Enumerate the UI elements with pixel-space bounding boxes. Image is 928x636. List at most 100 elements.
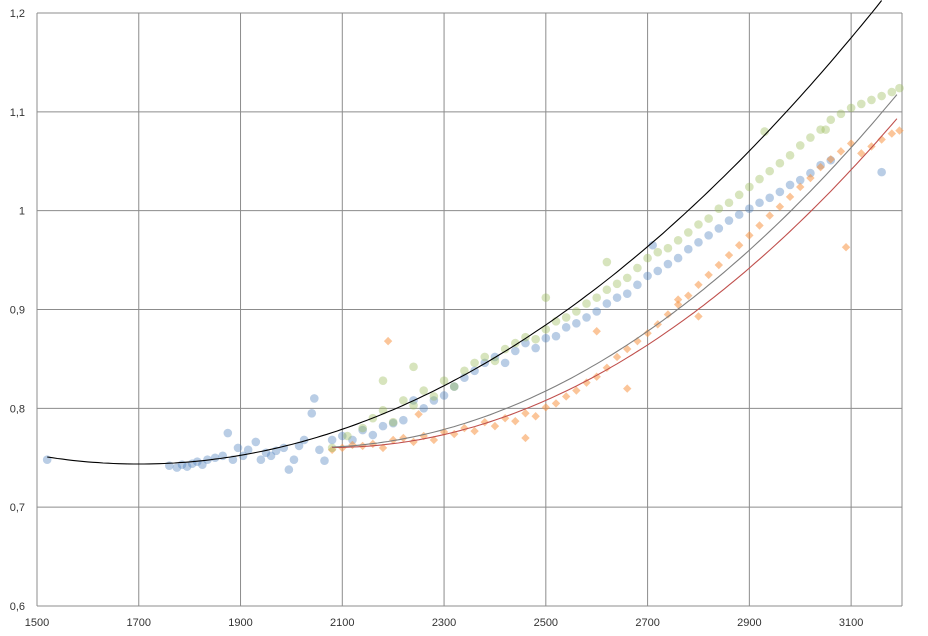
data-point <box>841 243 851 252</box>
data-point <box>399 396 408 405</box>
data-point <box>602 299 612 308</box>
data-point <box>582 378 591 387</box>
data-point <box>256 455 266 465</box>
data-point <box>785 192 795 202</box>
data-point <box>511 416 520 426</box>
data-point <box>182 462 192 471</box>
data-point <box>320 456 329 466</box>
data-point <box>348 435 357 445</box>
data-point <box>714 204 724 213</box>
data-point <box>704 231 713 240</box>
data-point <box>648 240 657 250</box>
data-point <box>795 141 805 150</box>
data-point <box>704 270 713 280</box>
data-point <box>734 210 744 219</box>
data-point <box>490 421 500 431</box>
data-point <box>223 428 233 438</box>
data-point <box>806 168 815 178</box>
data-point <box>612 352 622 362</box>
data-point <box>663 310 673 319</box>
trendline-1 <box>332 118 898 449</box>
data-point <box>279 443 289 453</box>
data-point <box>289 455 299 465</box>
data-point <box>521 433 530 443</box>
data-point <box>210 453 220 463</box>
data-point <box>510 338 520 348</box>
x-tick-label: 2100 <box>330 617 354 629</box>
y-tick-label: 0,9 <box>10 305 25 317</box>
data-point <box>724 250 734 260</box>
data-point <box>633 280 642 290</box>
data-point <box>887 129 897 138</box>
data-point <box>602 257 612 267</box>
data-point <box>378 376 388 385</box>
data-point <box>399 415 408 425</box>
data-point <box>694 237 703 247</box>
data-point <box>877 167 886 177</box>
data-point <box>653 266 663 276</box>
data-point <box>419 386 429 395</box>
data-point <box>343 431 352 441</box>
data-point <box>887 87 897 97</box>
data-point <box>602 363 612 373</box>
data-point <box>846 139 856 148</box>
data-point <box>622 273 632 283</box>
data-point <box>775 187 785 197</box>
data-point <box>745 182 754 192</box>
data-point <box>251 437 261 447</box>
data-point <box>673 236 683 245</box>
data-point <box>470 358 479 368</box>
data-point <box>714 224 724 233</box>
data-point <box>541 333 551 343</box>
x-tick-label: 1700 <box>127 617 151 629</box>
y-tick-label: 1,1 <box>10 107 25 119</box>
data-point <box>337 431 347 441</box>
trendline-layer <box>47 0 898 465</box>
data-point <box>724 216 734 225</box>
data-point <box>233 443 243 453</box>
data-point <box>294 441 304 451</box>
data-point <box>238 451 248 461</box>
data-point <box>192 457 202 467</box>
x-axis-ticks: 1500 1700 1900 2100 2300 2500 2700 2900 3100 <box>25 617 864 629</box>
data-point <box>449 382 459 391</box>
data-point <box>551 331 561 341</box>
data-point <box>895 83 904 93</box>
data-point <box>315 445 324 455</box>
data-point <box>683 228 693 237</box>
data-point <box>765 211 774 220</box>
data-point <box>673 253 683 263</box>
data-point <box>414 410 423 419</box>
data-point <box>857 149 866 158</box>
grid-lines <box>36 12 903 607</box>
data-point <box>734 241 744 250</box>
y-tick-label: 0,7 <box>10 502 25 514</box>
data-point <box>806 133 815 142</box>
data-point <box>806 173 815 183</box>
data-point <box>521 338 530 348</box>
data-point <box>867 142 876 151</box>
data-point <box>42 455 52 465</box>
data-point <box>622 289 632 298</box>
data-point <box>500 344 510 354</box>
data-point <box>531 334 540 344</box>
data-point <box>673 300 683 309</box>
data-point <box>895 126 904 135</box>
data-point <box>826 155 835 164</box>
data-point <box>683 244 693 254</box>
data-point <box>541 324 551 334</box>
data-point <box>439 376 449 385</box>
data-point <box>378 421 388 431</box>
data-point <box>653 247 663 257</box>
series-2 <box>327 83 904 453</box>
data-point <box>409 401 418 410</box>
y-tick-label: 0,6 <box>10 601 25 613</box>
data-point <box>694 220 703 229</box>
data-point <box>612 279 622 289</box>
data-point <box>383 336 393 346</box>
data-point <box>745 231 754 240</box>
data-point <box>243 445 253 455</box>
data-point <box>409 437 418 447</box>
data-point <box>284 465 294 474</box>
data-point <box>867 95 876 105</box>
